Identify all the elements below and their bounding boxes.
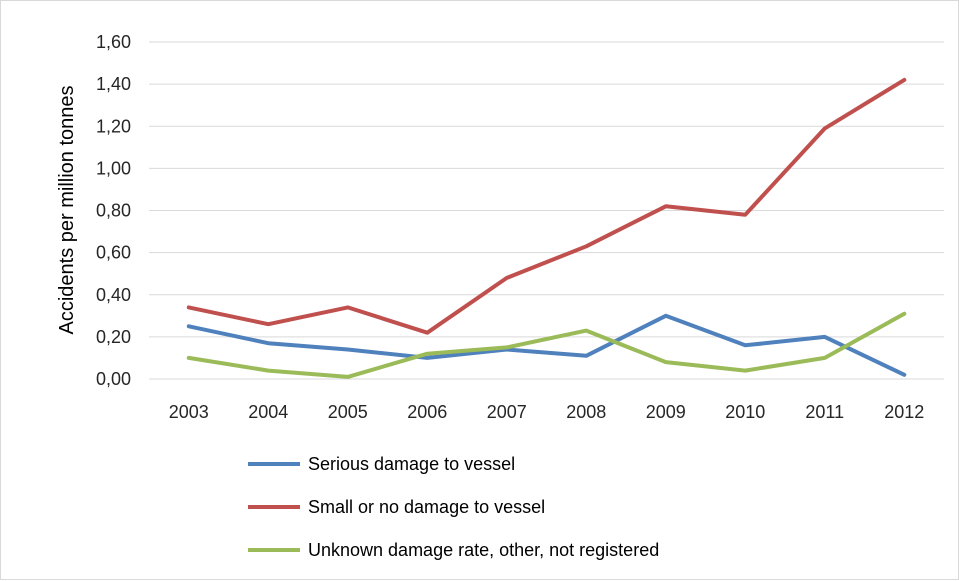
- y-tick-label: 0,60: [96, 243, 131, 263]
- y-tick-label: 0,00: [96, 369, 131, 389]
- x-tick-label: 2011: [805, 402, 844, 422]
- series-line-3: [186, 311, 907, 379]
- y-tick-label: 0,20: [96, 327, 131, 347]
- gridlines: [149, 41, 944, 380]
- x-axis-ticks: 2003 2004 2005 2006 2007 2008 2009 2010 2011 2012: [169, 402, 925, 422]
- legend: Serious damage to vessel Small or no dama…: [248, 454, 659, 560]
- x-tick-label: 2008: [566, 402, 606, 422]
- series-line-2: [186, 77, 907, 335]
- y-tick-label: 0,80: [96, 201, 131, 221]
- y-tick-label: 1,40: [96, 74, 131, 94]
- x-tick-label: 2004: [248, 402, 288, 422]
- x-tick-label: 2010: [725, 402, 765, 422]
- y-axis-title: Accidents per million tonnes: [56, 85, 78, 334]
- legend-item: Small or no damage to vessel: [248, 497, 545, 517]
- legend-label: Serious damage to vessel: [308, 454, 515, 474]
- legend-item: Unknown damage rate, other, not register…: [248, 540, 659, 560]
- x-tick-label: 2007: [487, 402, 527, 422]
- x-tick-label: 2003: [169, 402, 209, 422]
- legend-label: Unknown damage rate, other, not register…: [308, 540, 659, 560]
- x-tick-label: 2009: [646, 402, 686, 422]
- series-line-1: [186, 313, 907, 377]
- y-tick-label: 1,20: [96, 116, 131, 136]
- legend-item: Serious damage to vessel: [248, 454, 515, 474]
- series-lines: [186, 77, 907, 379]
- y-tick-label: 1,00: [96, 158, 131, 178]
- x-tick-label: 2012: [884, 402, 924, 422]
- y-tick-label: 0,40: [96, 285, 131, 305]
- y-axis-ticks: 0,00 0,20 0,40 0,60 0,80 1,00 1,20 1,40 1,60: [96, 32, 131, 389]
- y-tick-label: 1,60: [96, 32, 131, 52]
- x-tick-label: 2005: [328, 402, 368, 422]
- x-tick-label: 2006: [407, 402, 447, 422]
- legend-label: Small or no damage to vessel: [308, 497, 545, 517]
